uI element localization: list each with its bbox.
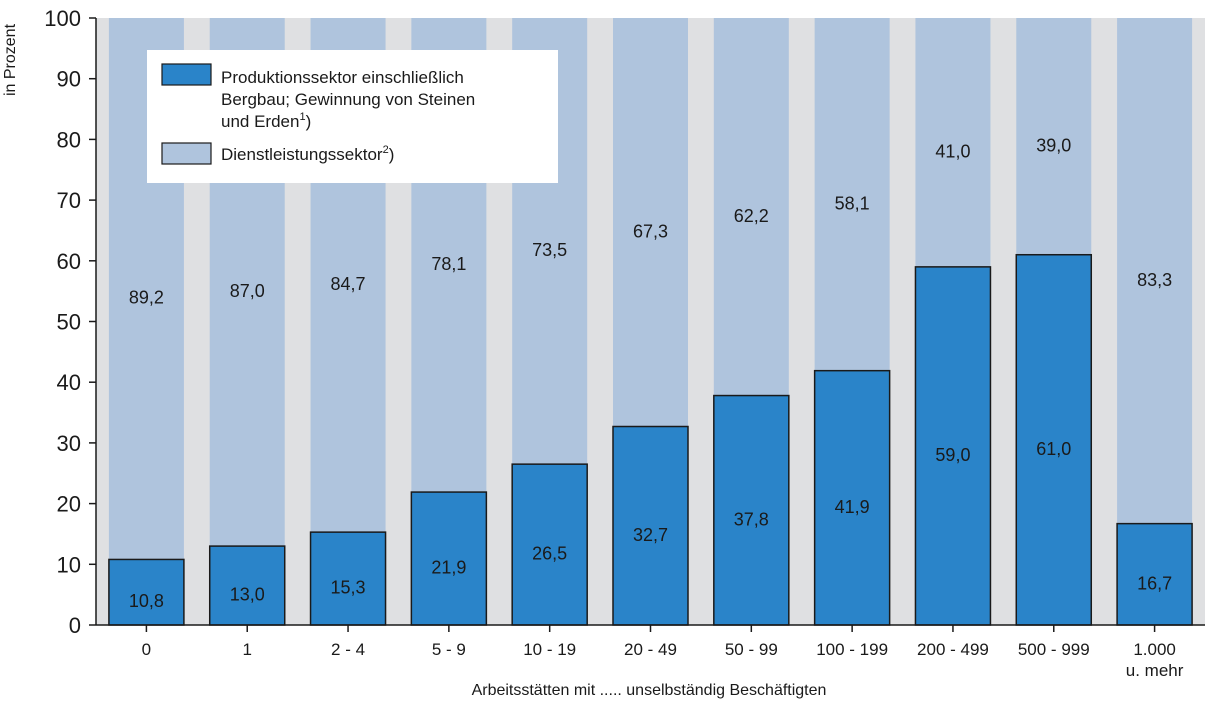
legend-label-produktion-line1: Produktionssektor einschließlich: [221, 68, 464, 87]
value-label-produktion-9: 61,0: [1036, 439, 1071, 459]
bar-produktion-8: [914, 266, 992, 626]
y-tick-label-10: 100: [44, 6, 81, 31]
value-label-produktion-2: 15,3: [331, 578, 366, 598]
value-label-dienstleistung-2: 84,7: [331, 274, 366, 294]
legend-box: [147, 50, 558, 183]
legend-swatch-dienstleistung: [161, 142, 212, 165]
x-tick-label-9: 500 - 999: [1018, 640, 1090, 659]
x-tick-label-5: 20 - 49: [624, 640, 677, 659]
bar-produktion-7: [813, 369, 891, 626]
bar-dienstleistung-5: [613, 18, 688, 427]
bar-produktion-6: [713, 394, 790, 626]
value-label-produktion-5: 32,7: [633, 525, 668, 545]
x-tick-label-4: 10 - 19: [523, 640, 576, 659]
value-labels-group: 10,8 89,2 13,0 87,0 15,3 84,7 21,9 78,1 26,5 73,5…: [129, 135, 1172, 611]
legend-label-produktion-line3-text: und Erden: [221, 112, 299, 131]
value-label-dienstleistung-3: 78,1: [431, 254, 466, 274]
x-tick-label-7: 100 - 199: [816, 640, 888, 659]
legend-label-produktion-line2: Bergbau; Gewinnung von Steinen: [221, 90, 475, 109]
y-tick-label-7: 70: [57, 188, 81, 213]
bar-produktion-9: [1015, 253, 1093, 626]
footnote-marker-1: 1: [299, 111, 305, 123]
x-tick-label-3: 5 - 9: [432, 640, 466, 659]
bar-produktion-0: [108, 558, 185, 626]
value-label-dienstleistung-10: 83,3: [1137, 270, 1172, 290]
value-label-produktion-6: 37,8: [734, 509, 769, 529]
value-label-produktion-1: 13,0: [230, 585, 265, 605]
bar-produktion-2: [309, 531, 387, 626]
bar-produktion-1: [208, 545, 286, 626]
y-tick-label-5: 50: [57, 310, 81, 335]
value-label-dienstleistung-0: 89,2: [129, 288, 164, 308]
value-label-produktion-0: 10,8: [129, 591, 164, 611]
bar-dienstleistung-7: [814, 18, 890, 371]
value-label-dienstleistung-4: 73,5: [532, 240, 567, 260]
x-tick-label-1: 1: [242, 640, 251, 659]
value-label-produktion-8: 59,0: [935, 445, 970, 465]
y-tick-label-2: 20: [57, 492, 81, 517]
y-tick-label-6: 60: [57, 249, 81, 274]
footnote-marker-2: 2: [383, 144, 389, 156]
value-label-dienstleistung-9: 39,0: [1036, 135, 1071, 155]
legend-swatch-produktion: [161, 63, 212, 86]
bar-dienstleistung-6: [713, 18, 789, 396]
bar-dienstleistung-9: [1016, 18, 1092, 255]
x-tick-label-10-0: 1.000: [1133, 640, 1176, 659]
legend: Produktionssektor einschließlich Bergbau…: [147, 50, 558, 183]
bar-produktion-4: [511, 463, 588, 626]
legend-label-dienstleistung-text: Dienstleistungssektor: [221, 145, 383, 164]
value-label-dienstleistung-1: 87,0: [230, 281, 265, 301]
legend-label-dienstleistung-close: ): [389, 145, 395, 164]
y-tick-label-0: 0: [69, 613, 81, 638]
x-tick-label-6: 50 - 99: [725, 640, 778, 659]
y-tick-label-9: 90: [57, 67, 81, 92]
bar-produktion-3: [410, 491, 488, 626]
x-tick-label-10-1: u. mehr: [1126, 661, 1184, 680]
y-tick-label-4: 40: [57, 370, 81, 395]
x-tick-label-0: 0: [142, 640, 151, 659]
value-label-produktion-7: 41,9: [835, 497, 870, 517]
value-label-dienstleistung-5: 67,3: [633, 221, 668, 241]
y-tick-label-1: 10: [57, 552, 81, 577]
value-label-produktion-10: 16,7: [1137, 573, 1172, 593]
legend-label-produktion-line3: und Erden1): [221, 111, 311, 131]
legend-label-dienstleistung: Dienstleistungssektor2): [221, 144, 394, 164]
value-label-produktion-4: 26,5: [532, 544, 567, 564]
x-tick-label-2: 2 - 4: [331, 640, 365, 659]
value-label-dienstleistung-6: 62,2: [734, 206, 769, 226]
x-axis-title: Arbeitsstätten mit ..... unselbständig B…: [472, 682, 827, 699]
value-label-dienstleistung-7: 58,1: [835, 193, 870, 213]
bar-produktion-10: [1116, 522, 1193, 626]
bar-dienstleistung-10: [1117, 18, 1193, 524]
y-tick-labels-group: 0 10 20 30 40 50 60 70 80 90 100: [44, 6, 81, 638]
bar-dienstleistung-8: [915, 18, 991, 267]
y-tick-label-8: 80: [57, 127, 81, 152]
y-tick-label-3: 30: [57, 431, 81, 456]
y-axis-title: in Prozent: [2, 23, 19, 96]
value-label-produktion-3: 21,9: [431, 558, 466, 578]
axes-group: [89, 17, 1205, 632]
value-label-dienstleistung-8: 41,0: [935, 141, 970, 161]
bar-produktion-5: [612, 425, 689, 626]
x-tick-label-8: 200 - 499: [917, 640, 989, 659]
legend-label-produktion-close: ): [306, 112, 312, 131]
x-tick-labels-group: 0 1 2 - 4 5 - 9 10 - 19 20 - 49 50 - 99 100 - 1…: [142, 640, 1184, 680]
